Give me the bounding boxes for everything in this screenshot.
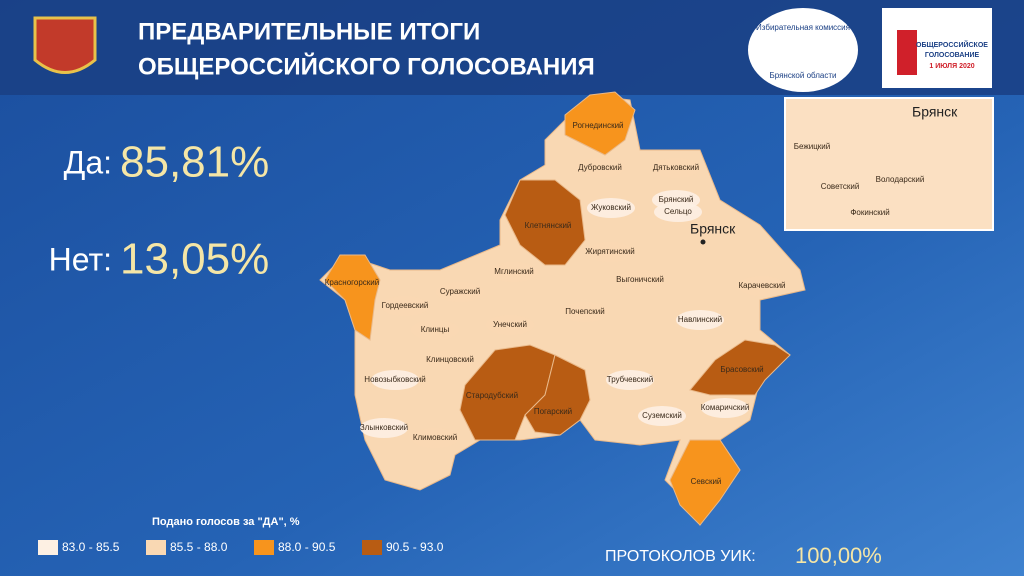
legend-title: Подано голосов за "ДА", % [152,516,300,528]
inset-district: Бежицкий [794,142,830,151]
district-label: Жуковский [591,203,631,212]
district-label: Рогнединский [572,121,623,130]
district-label: Карачевский [738,281,785,290]
district-area [371,370,419,390]
title-line: ПРЕДВАРИТЕЛЬНЫЕ ИТОГИ [138,18,480,45]
district-label: Навлинский [678,315,722,324]
district-label: Гордеевский [382,301,429,310]
city-label: Брянск [690,221,736,237]
district-label: Трубчевский [607,375,653,384]
district-area [561,302,609,322]
district-area [586,242,634,262]
district-area [638,406,686,426]
district-label: Почепский [565,307,604,316]
district-area [654,202,702,222]
district-label: Жирятинский [585,247,635,256]
district-area [564,91,636,156]
district-label: Клинцовский [426,355,474,364]
vote-logo-book [897,30,917,75]
district-area [576,158,624,178]
legend: 83.0 - 85.5 85.5 - 88.0 88.0 - 90.5 90.5 - … [38,540,444,555]
district-label: Брянский [659,195,694,204]
district-label: Унечский [493,320,527,329]
district-area [616,270,664,290]
district-label: Комаричский [701,403,750,412]
legend-label: 88.0 - 90.5 [278,540,336,554]
district-area [381,296,429,316]
district-label: Красногорский [325,278,380,287]
footer-label: ПРОТОКОЛОВ УИК: [605,548,756,565]
legend-swatch [146,540,166,555]
footer-value: 100,00% [795,543,882,568]
district-label: Севский [691,477,722,486]
district-label: Мглинский [494,267,533,276]
district-area [738,276,786,296]
legend-label: 83.0 - 85.5 [62,540,120,554]
district-area [504,179,586,266]
district-area [587,198,635,218]
district-area [689,339,791,396]
result-value: 85,81% [120,138,269,187]
district-label: Погарский [534,407,572,416]
legend-swatch [254,540,274,555]
emblem [33,16,97,74]
city-dot [700,239,706,245]
commission-logo [748,8,858,92]
district-area [411,320,459,340]
legend-label: 85.5 - 88.0 [170,540,228,554]
inset-title: Брянск [912,104,958,120]
title-line: ОБЩЕРОССИЙСКОГО ГОЛОСОВАНИЯ [138,52,595,80]
district-label: Дубровский [578,163,622,172]
district-label: Новозыбковский [364,375,425,384]
legend-swatch [362,540,382,555]
district-label: Стародубский [466,391,518,400]
district-label: Дятьковский [653,163,699,172]
map: Рогнединский Дубровский Дятьковский Жуковск… [319,91,806,526]
district-area [701,398,749,418]
inset-district: Советский [821,182,860,191]
district-label: Суземский [642,411,682,420]
district-area [652,158,700,178]
district-area [606,370,654,390]
district-area [324,254,381,341]
district-label: Климовский [413,433,457,442]
district-area [669,439,741,526]
district-area [426,350,474,370]
district-area [524,354,591,436]
district-area [490,262,538,282]
district-area [436,282,484,302]
result-label: Да: [64,144,112,180]
district-area [411,428,459,448]
logo-text: ОБЩЕРОССИЙСКОЕ [916,40,988,49]
header-band [0,0,1024,95]
result-value: 13,05% [120,235,269,284]
logo-text: 1 ИЮЛЯ 2020 [929,63,974,70]
district-label: Сельцо [664,207,692,216]
district-area [486,315,534,335]
logo-text: Избирательная комиссия [756,23,850,32]
district-area [360,418,408,438]
district-label: Злынковский [360,423,408,432]
legend-swatch [38,540,58,555]
logo-text: Брянской области [769,71,836,80]
district-label: Клетнянский [525,221,572,230]
district-label: Выгоничский [616,275,664,284]
district-label: Брасовский [720,365,763,374]
inset-district: Володарский [876,175,925,184]
district-label: Клинцы [421,325,450,334]
inset-map [784,97,994,231]
inset-district: Фокинский [850,208,889,217]
legend-label: 90.5 - 93.0 [386,540,444,554]
result-label: Нет: [49,241,112,277]
logo-text: ГОЛОСОВАНИЕ [925,52,980,59]
district-area [676,310,724,330]
district-label: Суражский [440,287,480,296]
